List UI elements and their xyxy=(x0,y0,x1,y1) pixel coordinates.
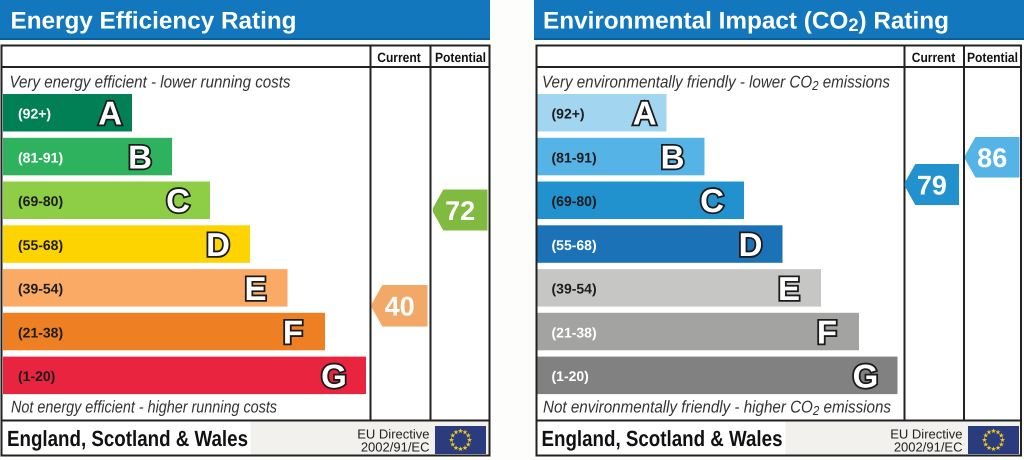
svg-text:(92+): (92+) xyxy=(18,106,51,122)
svg-text:(1-20): (1-20) xyxy=(18,368,55,384)
svg-text:(1-20): (1-20) xyxy=(552,368,589,384)
svg-text:86: 86 xyxy=(977,143,1007,173)
svg-text:C: C xyxy=(700,182,724,219)
svg-text:B: B xyxy=(661,139,685,176)
svg-text:Potential: Potential xyxy=(435,50,486,65)
svg-text:(39-54): (39-54) xyxy=(552,281,597,297)
svg-text:(92+): (92+) xyxy=(552,106,585,122)
svg-text:(21-38): (21-38) xyxy=(552,324,597,340)
svg-text:Not environmentally friendly -: Not environmentally friendly - higher CO… xyxy=(543,398,891,419)
svg-text:(55-68): (55-68) xyxy=(18,237,63,253)
svg-text:B: B xyxy=(128,139,152,176)
svg-text:Very energy efficient - lower: Very energy efficient - lower running co… xyxy=(10,72,291,91)
svg-text:40: 40 xyxy=(385,292,415,322)
svg-text:2002/91/EC: 2002/91/EC xyxy=(894,440,963,455)
svg-text:England, Scotland & Wales: England, Scotland & Wales xyxy=(7,426,248,451)
svg-text:Not energy efficient - higher: Not energy efficient - higher running co… xyxy=(11,398,277,417)
svg-text:D: D xyxy=(206,226,230,263)
svg-text:Potential: Potential xyxy=(967,50,1018,65)
svg-text:A: A xyxy=(633,95,657,132)
svg-text:Current: Current xyxy=(912,50,956,65)
svg-text:E: E xyxy=(778,270,800,307)
svg-text:(81-91): (81-91) xyxy=(552,149,597,165)
svg-text:79: 79 xyxy=(917,170,947,200)
svg-text:EU Directive: EU Directive xyxy=(890,426,962,441)
svg-text:Current: Current xyxy=(377,50,421,65)
svg-text:(39-54): (39-54) xyxy=(18,281,63,297)
svg-text:(21-38): (21-38) xyxy=(18,324,63,340)
svg-text:G: G xyxy=(853,357,879,394)
svg-text:Environmental Impact (CO2) Rat: Environmental Impact (CO 2) Rating xyxy=(543,8,949,36)
svg-text:Energy Efficiency Rating: Energy Efficiency Rating xyxy=(11,8,297,35)
svg-text:C: C xyxy=(166,182,190,219)
svg-text:G: G xyxy=(321,357,347,394)
svg-text:EU Directive: EU Directive xyxy=(357,426,429,441)
svg-text:2002/91/EC: 2002/91/EC xyxy=(361,440,430,455)
svg-text:E: E xyxy=(244,270,266,307)
svg-text:(69-80): (69-80) xyxy=(18,193,63,209)
svg-text:F: F xyxy=(283,314,303,351)
svg-text:(55-68): (55-68) xyxy=(552,237,597,253)
svg-text:A: A xyxy=(98,95,122,132)
svg-text:(81-91): (81-91) xyxy=(18,149,63,165)
svg-text:England, Scotland & Wales: England, Scotland & Wales xyxy=(542,426,783,451)
svg-text:(69-80): (69-80) xyxy=(552,193,597,209)
svg-text:F: F xyxy=(817,314,837,351)
svg-text:D: D xyxy=(739,226,763,263)
svg-text:72: 72 xyxy=(445,196,475,226)
svg-text:Very environmentally friendly: Very environmentally friendly - lower CO… xyxy=(542,72,890,93)
